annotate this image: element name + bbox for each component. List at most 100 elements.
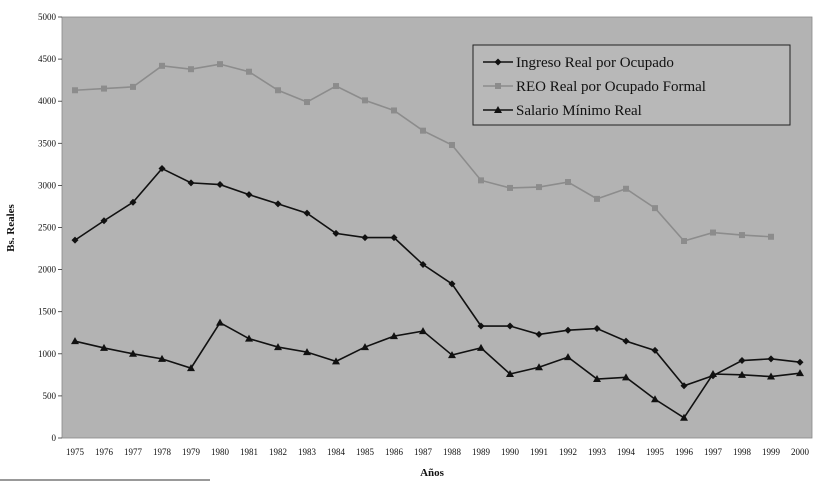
point xyxy=(71,236,79,244)
point xyxy=(245,334,253,342)
x-tick-label: 1993 xyxy=(588,447,607,457)
point xyxy=(362,97,368,104)
point xyxy=(419,327,427,335)
x-tick-label: 1997 xyxy=(704,447,723,457)
point xyxy=(217,61,223,68)
x-tick-label: 1983 xyxy=(298,447,317,457)
point xyxy=(332,357,340,365)
x-tick-label: 1982 xyxy=(269,447,287,457)
point xyxy=(652,205,658,212)
x-tick-label: 1978 xyxy=(153,447,172,457)
y-tick-label: 4000 xyxy=(38,96,57,106)
series-line xyxy=(74,321,801,419)
series-line xyxy=(74,167,801,387)
legend-label: REO Real por Ocupado Formal xyxy=(516,79,706,95)
point xyxy=(622,373,630,381)
point xyxy=(565,179,571,186)
point xyxy=(478,177,484,184)
x-tick-label: 1994 xyxy=(617,447,636,457)
point xyxy=(129,349,137,357)
point xyxy=(623,185,629,192)
legend-box xyxy=(472,44,791,126)
x-tick-label: 1981 xyxy=(240,447,258,457)
x-tick-label: 1988 xyxy=(443,447,462,457)
x-tick-label: 1998 xyxy=(733,447,752,457)
point xyxy=(130,83,136,90)
legend-label: Ingreso Real por Ocupado xyxy=(516,55,674,71)
point xyxy=(594,195,600,202)
point xyxy=(477,343,485,351)
point xyxy=(506,370,514,378)
point xyxy=(274,343,282,351)
point xyxy=(768,233,774,240)
point xyxy=(100,343,108,351)
x-tick-label: 1980 xyxy=(211,447,230,457)
x-tick-label: 1975 xyxy=(66,447,85,457)
y-tick-label: 2500 xyxy=(38,223,57,233)
point xyxy=(622,337,630,345)
point xyxy=(564,326,572,334)
point xyxy=(274,200,282,208)
legend-marker xyxy=(494,58,502,66)
point xyxy=(159,62,165,69)
point xyxy=(391,107,397,114)
point xyxy=(738,370,746,378)
point xyxy=(361,343,369,351)
point xyxy=(72,87,78,94)
point xyxy=(477,322,485,330)
point xyxy=(361,234,369,242)
y-tick-label: 4500 xyxy=(38,54,57,64)
x-tick-label: 1984 xyxy=(327,447,346,457)
point xyxy=(158,354,166,362)
x-tick-label: 1979 xyxy=(182,447,201,457)
point xyxy=(681,237,687,244)
y-tick-label: 0 xyxy=(52,433,57,443)
point xyxy=(71,337,79,345)
y-tick-label: 1500 xyxy=(38,307,57,317)
point xyxy=(216,318,224,326)
x-tick-label: 1985 xyxy=(356,447,375,457)
point xyxy=(303,209,311,217)
point xyxy=(333,83,339,90)
point xyxy=(158,165,166,173)
y-tick-label: 3500 xyxy=(38,138,57,148)
point xyxy=(449,141,455,148)
x-tick-label: 1976 xyxy=(95,447,114,457)
point xyxy=(304,99,310,106)
x-tick-label: 1989 xyxy=(472,447,491,457)
point xyxy=(651,395,659,403)
point xyxy=(796,369,804,377)
point xyxy=(245,191,253,199)
point xyxy=(100,217,108,225)
point xyxy=(651,346,659,354)
point xyxy=(101,85,107,92)
point xyxy=(593,325,601,333)
x-tick-label: 1996 xyxy=(675,447,694,457)
x-tick-label: 1995 xyxy=(646,447,665,457)
point xyxy=(188,66,194,73)
x-tick-label: 1991 xyxy=(530,447,548,457)
x-tick-label: 1990 xyxy=(501,447,520,457)
point xyxy=(535,363,543,371)
y-axis-label: Bs. Reales xyxy=(5,203,17,251)
point xyxy=(709,370,717,378)
point xyxy=(738,357,746,365)
point xyxy=(739,232,745,239)
x-tick-label: 1999 xyxy=(762,447,781,457)
point xyxy=(564,353,572,361)
legend-label: Salario Mínimo Real xyxy=(516,103,642,119)
point xyxy=(390,234,398,242)
point xyxy=(767,355,775,363)
x-tick-label: 1986 xyxy=(385,447,404,457)
point xyxy=(535,330,543,338)
point xyxy=(448,280,456,288)
point xyxy=(275,87,281,94)
point xyxy=(246,68,252,75)
x-tick-label: 1977 xyxy=(124,447,143,457)
point xyxy=(187,364,195,372)
point xyxy=(506,322,514,330)
point xyxy=(129,198,137,206)
point xyxy=(420,127,426,134)
point xyxy=(187,179,195,187)
